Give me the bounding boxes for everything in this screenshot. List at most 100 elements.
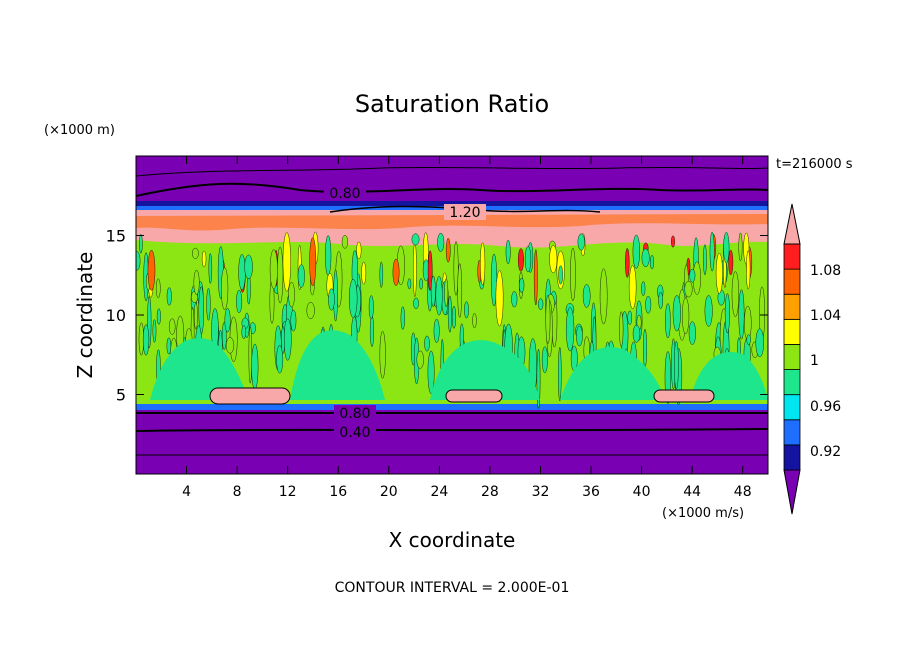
streak bbox=[411, 233, 420, 246]
streak bbox=[628, 265, 637, 309]
streak bbox=[368, 295, 374, 320]
streak bbox=[625, 248, 630, 278]
streak bbox=[495, 270, 504, 327]
streak bbox=[480, 242, 486, 286]
contour-line-upper bbox=[136, 166, 768, 177]
time-label: t=216000 s bbox=[776, 157, 853, 172]
streak bbox=[558, 347, 562, 402]
streak bbox=[582, 284, 591, 308]
x-axis: 4 8 12 16 20 24 28 32 36 40 44 48 bbox=[182, 156, 752, 500]
streak bbox=[688, 321, 696, 345]
x-tick-label: 36 bbox=[582, 484, 600, 500]
streak bbox=[248, 326, 253, 384]
streak bbox=[650, 255, 654, 270]
streak bbox=[193, 302, 198, 330]
streak bbox=[156, 308, 161, 325]
streak bbox=[392, 258, 400, 286]
contour-label: 1.20 bbox=[449, 205, 480, 221]
streak bbox=[746, 334, 751, 345]
streak bbox=[419, 278, 423, 290]
streak bbox=[570, 247, 576, 302]
streak bbox=[738, 232, 743, 262]
streak bbox=[715, 252, 723, 294]
streak bbox=[166, 287, 172, 306]
streak bbox=[192, 247, 199, 259]
streak bbox=[619, 311, 624, 347]
streak bbox=[147, 249, 156, 291]
streak bbox=[201, 250, 207, 268]
streak bbox=[225, 337, 235, 354]
streak bbox=[290, 309, 297, 332]
streak bbox=[379, 261, 384, 288]
contour-interval-footer: CONTOUR INTERVAL = 2.000E-01 bbox=[335, 580, 570, 596]
streak bbox=[738, 289, 745, 340]
contour-line-0-80-upper bbox=[136, 182, 768, 197]
streak bbox=[139, 233, 143, 254]
streak bbox=[433, 318, 440, 343]
y-tick-label: 10 bbox=[106, 306, 126, 325]
streak bbox=[379, 330, 386, 379]
x-tick-label: 44 bbox=[683, 484, 701, 500]
supersaturated-core bbox=[136, 214, 768, 231]
streak bbox=[251, 343, 259, 390]
contour-label-bg bbox=[444, 204, 486, 220]
colorbar-swatch bbox=[783, 293, 801, 320]
contour-label-bg bbox=[334, 405, 376, 421]
y-axis: 5 10 15 bbox=[106, 227, 768, 405]
streak bbox=[244, 254, 253, 280]
saturated-patch bbox=[150, 338, 250, 400]
streak bbox=[152, 319, 157, 343]
streak bbox=[665, 303, 671, 339]
streak bbox=[632, 234, 640, 269]
streak bbox=[533, 249, 538, 306]
colorbar-swatch bbox=[783, 394, 801, 421]
streak bbox=[576, 325, 583, 347]
colorbar-swatch bbox=[783, 268, 801, 295]
streak bbox=[437, 232, 445, 252]
streak bbox=[674, 340, 679, 389]
streak bbox=[724, 293, 730, 334]
streak bbox=[288, 282, 295, 308]
colorbar-label: 1.04 bbox=[810, 308, 841, 324]
streak bbox=[427, 350, 435, 394]
y-axis-title: Z coordinate bbox=[73, 252, 97, 379]
streak bbox=[281, 326, 285, 354]
contour-label: 0.80 bbox=[339, 406, 370, 422]
streak bbox=[361, 261, 367, 285]
streak bbox=[445, 238, 451, 263]
streak bbox=[224, 308, 231, 333]
streak bbox=[641, 281, 646, 296]
saturated-patch bbox=[690, 352, 768, 400]
streak bbox=[505, 239, 511, 265]
streak bbox=[682, 297, 690, 334]
streak bbox=[297, 264, 305, 288]
streak bbox=[731, 271, 740, 317]
streak bbox=[325, 235, 332, 276]
colorbar-swatch bbox=[783, 444, 801, 471]
y-tick-label: 5 bbox=[116, 386, 126, 405]
streak bbox=[672, 295, 681, 332]
colorbar-swatch bbox=[783, 419, 801, 446]
streak bbox=[728, 249, 734, 276]
y-unit-label: (×1000 m) bbox=[44, 123, 115, 138]
saturated-patch bbox=[290, 330, 385, 400]
colorbar-label: 1.08 bbox=[810, 263, 841, 279]
streak bbox=[269, 249, 278, 289]
contour-label: 0.80 bbox=[329, 186, 360, 202]
colorbar-swatch bbox=[783, 243, 801, 270]
colorbar-label: 1 bbox=[810, 353, 819, 369]
streak bbox=[208, 253, 213, 284]
x-tick-label: 48 bbox=[734, 484, 752, 500]
x-tick-label: 8 bbox=[233, 484, 242, 500]
streak bbox=[558, 265, 563, 285]
supersaturated-patch bbox=[209, 387, 291, 405]
saturated-patch bbox=[430, 340, 540, 400]
convective-streaks bbox=[136, 231, 765, 409]
streak bbox=[538, 298, 544, 310]
streak bbox=[407, 278, 412, 290]
streak bbox=[136, 251, 141, 271]
x-unit-label: (×1000 m/s) bbox=[662, 506, 744, 521]
streak bbox=[755, 328, 764, 358]
streak bbox=[400, 306, 405, 330]
